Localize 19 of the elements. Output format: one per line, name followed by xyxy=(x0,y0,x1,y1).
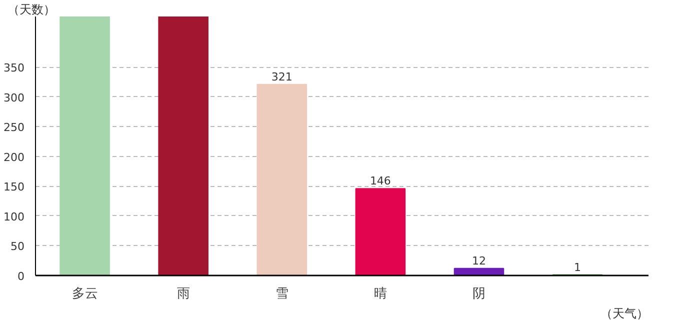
y-tick-label: 350 xyxy=(4,62,25,75)
y-tick-label: 150 xyxy=(4,180,25,194)
x-tick-label: 雪 xyxy=(275,286,288,302)
x-axis-title: （天气） xyxy=(600,306,648,320)
x-tick-label: 晴 xyxy=(374,286,387,302)
y-tick-label: 250 xyxy=(4,121,25,134)
data-label: 321 xyxy=(271,70,292,84)
y-tick-label: 300 xyxy=(4,91,25,104)
y-axis-title: （天数） xyxy=(8,2,56,16)
y-tick-label: 100 xyxy=(4,210,25,224)
x-tick-label: 多云 xyxy=(72,286,98,302)
data-label: 146 xyxy=(370,174,391,188)
data-label: 12 xyxy=(472,254,486,268)
y-tick-label: 0 xyxy=(18,270,24,283)
y-tick-label: 200 xyxy=(4,150,25,164)
data-label: 1 xyxy=(574,260,582,274)
y-tick-label: 50 xyxy=(10,240,25,254)
x-tick-label: 雨 xyxy=(176,286,190,302)
x-tick-label: 阴 xyxy=(472,286,486,302)
